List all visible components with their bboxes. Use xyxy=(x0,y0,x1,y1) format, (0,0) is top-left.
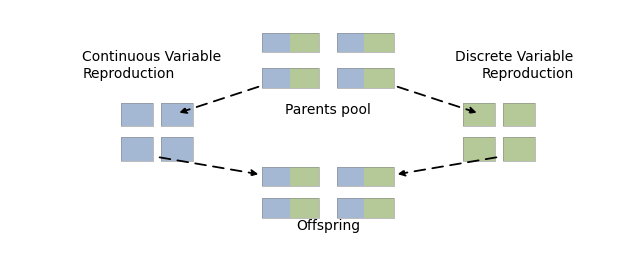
Bar xyxy=(161,137,193,161)
Bar xyxy=(262,68,319,88)
Bar xyxy=(262,167,290,186)
Bar xyxy=(503,137,535,161)
Bar xyxy=(463,137,495,161)
Bar xyxy=(337,33,364,52)
Bar xyxy=(161,103,193,126)
Bar xyxy=(463,103,495,126)
Bar xyxy=(337,167,394,186)
Bar xyxy=(161,103,193,126)
Bar xyxy=(364,198,394,218)
Bar xyxy=(503,103,535,126)
Bar xyxy=(337,68,364,88)
Bar xyxy=(503,103,535,126)
Bar xyxy=(503,137,535,161)
Text: Continuous Variable
Reproduction: Continuous Variable Reproduction xyxy=(83,50,221,81)
Bar xyxy=(262,33,290,52)
Bar xyxy=(262,68,290,88)
Bar xyxy=(463,103,495,126)
Bar xyxy=(121,137,153,161)
Text: Parents pool: Parents pool xyxy=(285,103,371,117)
Bar xyxy=(290,198,319,218)
Bar xyxy=(337,198,394,218)
Bar xyxy=(121,103,153,126)
Bar xyxy=(161,137,193,161)
Bar xyxy=(290,33,319,52)
Bar xyxy=(121,103,153,126)
Bar xyxy=(364,167,394,186)
Text: Discrete Variable
Reproduction: Discrete Variable Reproduction xyxy=(455,50,573,81)
Bar xyxy=(262,198,319,218)
Bar xyxy=(463,137,495,161)
Bar xyxy=(337,68,394,88)
Bar xyxy=(262,33,319,52)
Text: Offspring: Offspring xyxy=(296,219,360,233)
Bar xyxy=(290,167,319,186)
Bar xyxy=(262,167,319,186)
Bar xyxy=(337,198,364,218)
Bar xyxy=(262,198,290,218)
Bar xyxy=(290,68,319,88)
Bar xyxy=(337,167,364,186)
Bar xyxy=(121,137,153,161)
Bar xyxy=(337,33,394,52)
Bar xyxy=(364,68,394,88)
Bar xyxy=(364,33,394,52)
